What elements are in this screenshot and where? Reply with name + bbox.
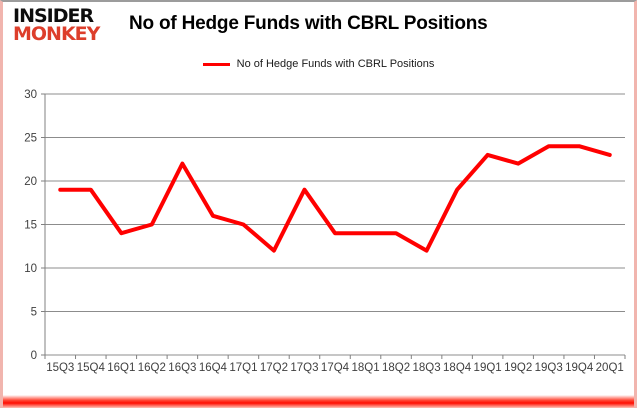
legend-label: No of Hedge Funds with CBRL Positions bbox=[236, 58, 435, 70]
x-tick-label: 19Q3 bbox=[535, 362, 563, 374]
y-tick-label: 5 bbox=[31, 307, 37, 319]
legend-line-swatch bbox=[202, 62, 230, 66]
y-tick-label: 30 bbox=[24, 89, 37, 101]
x-tick-label: 18Q4 bbox=[443, 362, 472, 374]
x-tick-label: 19Q2 bbox=[504, 362, 532, 374]
x-tick-label: 15Q4 bbox=[77, 362, 106, 374]
series-line bbox=[58, 144, 612, 253]
logo-text-insider: INSIDER bbox=[13, 5, 94, 27]
x-tick-label: 19Q1 bbox=[474, 362, 502, 374]
x-tick-label: 16Q2 bbox=[138, 362, 166, 374]
x-tick-label: 17Q3 bbox=[290, 362, 318, 374]
x-tick-label: 17Q1 bbox=[229, 362, 257, 374]
chart-title: No of Hedge Funds with CBRL Positions bbox=[129, 13, 488, 34]
y-tick-label: 25 bbox=[24, 133, 37, 145]
x-tick-label: 18Q2 bbox=[382, 362, 410, 374]
x-tick-label: 16Q1 bbox=[107, 362, 135, 374]
x-tick-label: 16Q3 bbox=[168, 362, 196, 374]
x-tick-label: 16Q4 bbox=[199, 362, 228, 374]
logo-text-monkey: MONKEY bbox=[13, 23, 100, 46]
y-tick-label: 20 bbox=[24, 176, 37, 188]
x-tick-label: 19Q4 bbox=[565, 362, 594, 374]
y-tick-label: 15 bbox=[24, 220, 37, 232]
x-tick-label: 15Q3 bbox=[46, 362, 74, 374]
y-tick-label: 10 bbox=[24, 263, 37, 275]
x-tick-label: 18Q3 bbox=[413, 362, 441, 374]
x-tick-label: 18Q1 bbox=[351, 362, 379, 374]
chart-legend: No of Hedge Funds with CBRL Positions bbox=[3, 58, 634, 70]
bottom-red-border bbox=[3, 395, 634, 408]
x-tick-label: 20Q1 bbox=[596, 362, 624, 374]
insider-monkey-logo: INSIDER MONKEY bbox=[13, 5, 100, 46]
line-chart-plot: 0 5 10 15 20 25 30 15Q3 15Q4 16Q1 16Q2 16Q3 16Q4 17Q1… bbox=[24, 89, 626, 374]
x-tick-label: 17Q2 bbox=[260, 362, 288, 374]
y-tick-label: 0 bbox=[31, 350, 37, 362]
x-tick-label: 17Q4 bbox=[321, 362, 350, 374]
